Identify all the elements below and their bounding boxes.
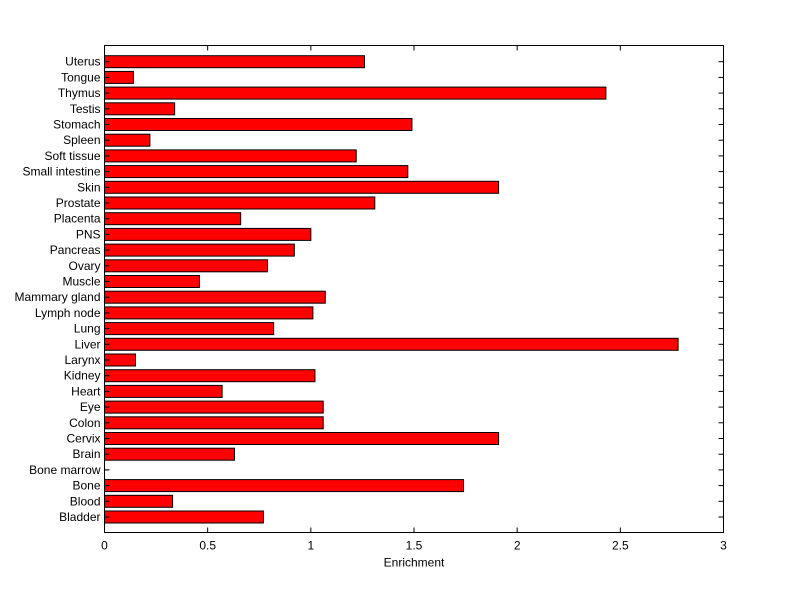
y-tick-label: Prostate	[56, 196, 101, 210]
x-axis-label: Enrichment	[384, 556, 445, 570]
x-tick-label: 0.5	[199, 539, 216, 553]
y-tick-label: Muscle	[62, 275, 100, 289]
bar-pns	[104, 227, 312, 241]
bar-lymph-node	[104, 306, 314, 320]
bar-mammary-gland	[104, 290, 326, 304]
y-tick-label: Lung	[74, 322, 101, 336]
y-tick-label: Larynx	[64, 353, 100, 367]
bar-pancreas	[104, 243, 295, 257]
bar-heart	[104, 384, 223, 398]
y-tick-label: Stomach	[53, 118, 100, 132]
y-tick-label: Thymus	[58, 86, 101, 100]
bar-prostate	[104, 196, 376, 210]
y-tick-label: Testis	[70, 102, 101, 116]
y-tick-label: Bone marrow	[29, 463, 101, 477]
x-tick-label: 1	[307, 539, 314, 553]
bar-lung	[104, 322, 275, 336]
y-tick-label: Ovary	[68, 259, 100, 273]
bars-layer	[104, 55, 679, 524]
bar-uterus	[104, 55, 365, 69]
x-tick-label: 3	[720, 539, 727, 553]
bar-skin	[104, 180, 500, 194]
bar-thymus	[104, 86, 607, 100]
bar-ovary	[104, 259, 269, 273]
y-tick-label: Brain	[72, 447, 100, 461]
bar-testis	[104, 102, 176, 116]
y-tick-label: Uterus	[65, 55, 100, 69]
y-tick-label: Lymph node	[35, 306, 101, 320]
bar-placenta	[104, 212, 242, 226]
bar-eye	[104, 400, 324, 414]
y-tick-label: Bone	[72, 479, 100, 493]
y-tick-label: Cervix	[66, 432, 100, 446]
y-tick-label: Skin	[77, 180, 100, 194]
y-tick-label: Bladder	[59, 510, 100, 524]
y-tick-label: Eye	[80, 400, 101, 414]
y-tick-label: Small intestine	[22, 165, 100, 179]
bar-blood	[104, 494, 174, 508]
x-tick-label: 1.5	[406, 539, 423, 553]
bar-cervix	[104, 432, 500, 445]
bar-bone	[104, 479, 465, 493]
bar-muscle	[104, 275, 200, 288]
bar-colon	[104, 416, 324, 430]
bar-brain	[104, 447, 235, 461]
x-tick-label: 0	[101, 539, 108, 553]
y-tick-label: Liver	[74, 337, 100, 351]
y-tick-label: Placenta	[54, 212, 101, 226]
x-axis-ticks: 0 0.5 1 1.5 2 2.5 3	[101, 45, 727, 553]
y-tick-label: Soft tissue	[44, 149, 100, 163]
y-tick-label: Tongue	[61, 70, 101, 84]
y-tick-label: Heart	[71, 384, 101, 398]
plot-frame	[104, 45, 724, 533]
y-tick-label: Kidney	[64, 369, 101, 383]
y-tick-label: Spleen	[63, 133, 100, 147]
bar-bladder	[104, 510, 264, 524]
y-tick-label: Mammary gland	[14, 290, 100, 304]
bar-stomach	[104, 118, 413, 131]
x-tick-label: 2.5	[612, 539, 629, 553]
bar-spleen	[104, 133, 151, 147]
y-tick-label: Colon	[69, 416, 100, 430]
y-tick-label: PNS	[76, 227, 101, 241]
y-tick-label: Pancreas	[50, 243, 101, 257]
bar-soft-tissue	[104, 149, 357, 163]
bar-kidney	[104, 369, 316, 383]
bar-small-intestine	[104, 165, 409, 179]
x-tick-label: 2	[514, 539, 521, 553]
y-tick-label: Blood	[70, 494, 101, 508]
bar-liver	[104, 337, 679, 351]
